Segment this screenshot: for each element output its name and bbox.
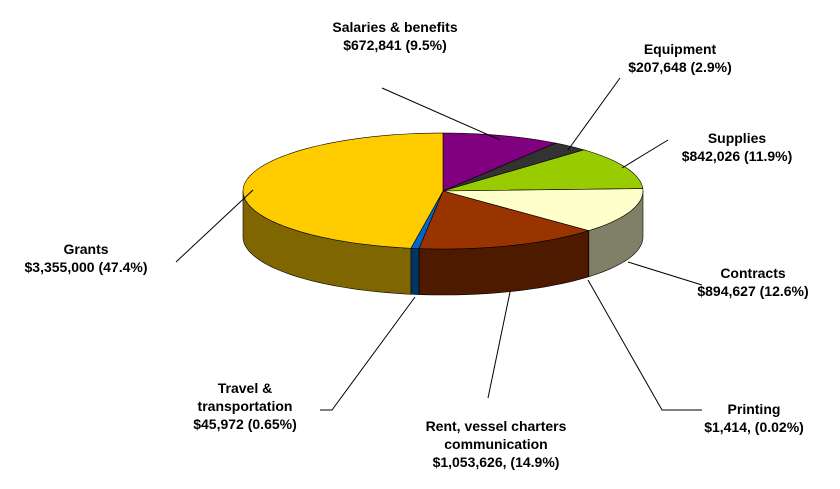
- slice-side: [410, 247, 420, 295]
- slice-label: Grants $3,355,000 (47.4%): [0, 240, 186, 276]
- leader-line: [320, 296, 416, 411]
- leader-line: [587, 279, 702, 411]
- slice: [442, 149, 644, 192]
- value-label: $1,053,626, (14.9%): [432, 454, 560, 470]
- leader-line: [175, 189, 254, 263]
- category: Supplies: [707, 130, 767, 146]
- value-label: $3,355,000 (47.4%): [24, 259, 148, 275]
- category: Salaries & benefits: [332, 19, 458, 35]
- value-label: $672,841 (9.5%): [343, 37, 447, 53]
- slice: [242, 132, 444, 249]
- category: Grants: [63, 241, 109, 257]
- category: Printing: [727, 401, 781, 417]
- value-label: $842,026 (11.9%): [681, 148, 793, 164]
- leader-line: [487, 291, 511, 399]
- slice: [442, 132, 557, 192]
- value-label: $45,972 (0.65%): [193, 416, 297, 432]
- leader-line: [381, 87, 501, 141]
- value-label: $207,648 (2.9%): [628, 59, 732, 75]
- category: Travel & transportation: [197, 380, 293, 414]
- value-label: $1,414, (0.02%): [704, 419, 804, 435]
- slice-label: Salaries & benefits $672,841 (9.5%): [285, 18, 505, 54]
- slice-label: Rent, vessel charters communication $1,05…: [409, 417, 584, 471]
- slice: [442, 188, 644, 232]
- leader-line: [621, 139, 669, 169]
- category: Rent, vessel charters communication: [425, 418, 567, 452]
- slice: [418, 190, 590, 250]
- slice-label: Contracts $894,627 (12.6%): [653, 264, 840, 300]
- slice-label: Printing $1,414, (0.02%): [654, 400, 840, 436]
- leader-line: [567, 77, 621, 151]
- slice-label: Travel & transportation $45,972 (0.65%): [188, 379, 303, 433]
- category: Contracts: [720, 265, 786, 281]
- value-label: $894,627 (12.6%): [697, 283, 809, 299]
- category: Equipment: [643, 41, 717, 57]
- slice-label: Supplies $842,026 (11.9%): [637, 129, 837, 165]
- leader-line: [627, 261, 703, 286]
- slice-label: Equipment $207,648 (2.9%): [580, 40, 780, 76]
